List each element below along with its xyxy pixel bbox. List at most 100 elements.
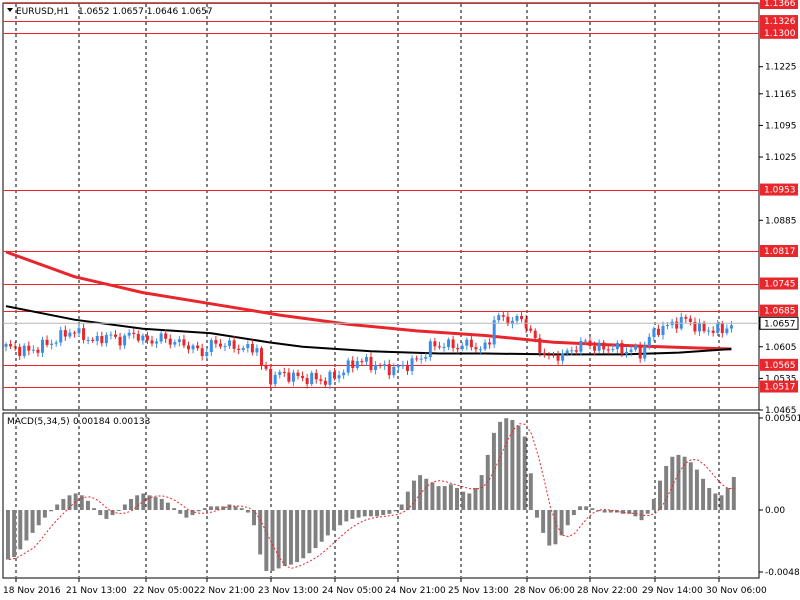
candle-body-12 <box>59 330 63 343</box>
symbol-dropdown-icon[interactable] <box>7 8 13 12</box>
macd-bar-66 <box>411 480 416 510</box>
candle-body-110 <box>506 316 510 325</box>
macd-bar-2 <box>18 510 23 550</box>
candle-body-103 <box>474 347 478 350</box>
candle-body-67 <box>310 372 314 385</box>
time-tick-label-11: 30 Nov 06:00 <box>706 586 767 596</box>
macd-bar-114 <box>707 487 712 510</box>
candle-body-90 <box>415 358 419 360</box>
candle-body-18 <box>86 339 90 341</box>
level-tag-1.1300-bg <box>760 26 798 39</box>
macd-bar-102 <box>633 510 638 517</box>
macd-bar-97 <box>602 510 607 513</box>
candle-body-39 <box>182 339 186 346</box>
candle-body-126 <box>579 340 583 352</box>
macd-bar-118 <box>731 476 736 510</box>
candle-body-100 <box>460 345 464 350</box>
candle-body-44 <box>205 352 209 356</box>
macd-bar-17 <box>110 510 115 516</box>
macd-bar-82 <box>510 420 515 510</box>
candle-body-139 <box>638 345 642 359</box>
macd-bar-26 <box>165 502 170 510</box>
candle-body-79 <box>364 357 368 362</box>
chart-header: EURUSD,H1 1.0652 1.0657 1.0646 1.0657 <box>7 7 213 17</box>
time-tick-label-0: 18 Nov 2016 <box>3 586 61 596</box>
level-tag-1.1366-bg <box>760 0 798 9</box>
candle-body-57 <box>264 365 268 369</box>
macd-bar-50 <box>313 510 318 549</box>
macd-bar-116 <box>719 495 724 510</box>
candle-body-93 <box>428 341 432 358</box>
candle-body-20 <box>95 336 99 342</box>
macd-tick-label-0.00501: 0.00501 <box>765 414 800 424</box>
candle-body-40 <box>187 345 190 350</box>
macd-bar-37 <box>233 506 238 510</box>
macd-bar-36 <box>227 504 232 510</box>
macd-bar-86 <box>535 510 539 518</box>
candle-body-128 <box>588 340 592 346</box>
price-tick-label-1.0535: 1.0535 <box>765 374 797 384</box>
symbol-label[interactable]: EURUSD,H1 <box>16 7 69 17</box>
candle-body-102 <box>469 339 473 348</box>
candle-body-49 <box>228 340 232 347</box>
macd-bar-84 <box>522 436 527 510</box>
macd-bar-59 <box>368 510 373 517</box>
candle-body-64 <box>296 372 300 376</box>
current-price-tag-label: 1.0657 <box>764 319 796 329</box>
macd-bar-30 <box>190 510 195 516</box>
macd-axis: 0.00501 0.00 -0.00488 <box>759 414 800 578</box>
macd-bar-15 <box>98 510 103 516</box>
candle-body-47 <box>218 343 222 347</box>
candle-body-13 <box>63 330 67 337</box>
candle-body-127 <box>583 340 587 342</box>
candle-body-124 <box>570 350 574 352</box>
candle-body-107 <box>492 320 496 345</box>
candle-body-37 <box>173 342 177 345</box>
macd-bar-91 <box>565 510 570 526</box>
candle-body-149 <box>684 317 688 319</box>
price-tick-label-1.0885: 1.0885 <box>765 216 797 226</box>
macd-bar-96 <box>596 510 601 512</box>
candle-body-8 <box>41 339 44 353</box>
macd-bar-101 <box>627 510 632 514</box>
macd-tick-label--0.00488: -0.00488 <box>765 568 800 578</box>
macd-signal-path <box>9 423 735 569</box>
candle-body-55 <box>255 348 259 353</box>
candle-body-17 <box>82 328 86 340</box>
level-tag-1.0953-bg <box>760 183 798 196</box>
macd-bar-34 <box>215 506 220 510</box>
price-axis: 1.1225 1.1165 1.1095 1.1025 1.0885 1.0605 1.05… <box>759 63 797 416</box>
macd-bar-60 <box>375 510 380 517</box>
macd-bar-10 <box>67 495 72 510</box>
candle-body-43 <box>200 348 204 356</box>
candle-body-88 <box>406 364 409 371</box>
candle-body-42 <box>196 345 200 349</box>
macd-bar-1 <box>12 510 17 558</box>
candle-body-144 <box>661 325 665 336</box>
macd-bar-98 <box>608 510 613 513</box>
macd-bar-93 <box>578 506 583 510</box>
candle-body-14 <box>68 332 72 337</box>
candle-body-29 <box>136 333 140 341</box>
time-tick-label-9: 28 Nov 22:00 <box>577 586 638 596</box>
macd-bar-54 <box>338 510 343 526</box>
candle-body-59 <box>273 374 277 385</box>
candle-body-22 <box>104 335 108 344</box>
candle-body-81 <box>374 364 378 370</box>
candle-body-155 <box>711 330 715 333</box>
candle-body-142 <box>652 328 656 337</box>
candle-body-121 <box>556 355 560 361</box>
macd-bar-14 <box>92 508 97 510</box>
level-tag-1.0565-label: 1.0565 <box>764 361 796 371</box>
current-price-tag-bg <box>759 316 799 330</box>
macd-bar-85 <box>528 473 533 510</box>
macd-bar-62 <box>387 510 392 514</box>
level-tag-1.0517-bg <box>760 380 798 393</box>
macd-bar-33 <box>208 506 213 510</box>
macd-tick-label-0.00: 0.00 <box>765 506 785 516</box>
candle-body-32 <box>150 340 154 344</box>
macd-bar-31 <box>196 510 201 512</box>
macd-bar-29 <box>184 510 189 518</box>
candle-body-92 <box>424 357 428 359</box>
